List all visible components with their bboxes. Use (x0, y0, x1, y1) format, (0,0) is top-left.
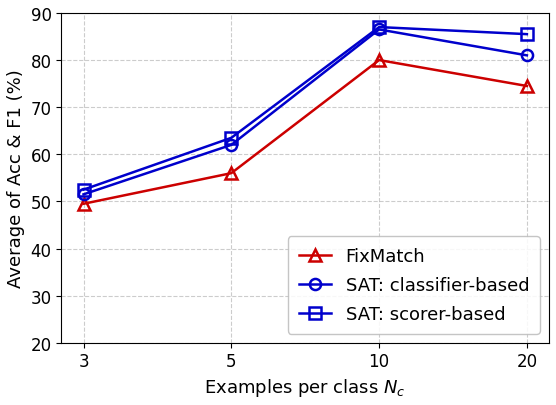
SAT: scorer-based: (2, 87): scorer-based: (2, 87) (376, 26, 383, 30)
SAT: classifier-based: (3, 81): classifier-based: (3, 81) (524, 54, 530, 59)
SAT: classifier-based: (2, 86.5): classifier-based: (2, 86.5) (376, 28, 383, 33)
FixMatch (228, 171, 235, 176)
SAT: scorer-based: (3, 85.5): scorer-based: (3, 85.5) (524, 33, 530, 38)
Line: FixMatch: FixMatch (78, 55, 533, 210)
Y-axis label: Average of Acc & F1 (%): Average of Acc & F1 (%) (7, 69, 25, 288)
SAT: scorer-based: (1, 63.5): scorer-based: (1, 63.5) (228, 136, 235, 141)
SAT: scorer-based: (0, 52.5): scorer-based: (0, 52.5) (80, 188, 87, 193)
SAT: classifier-based: (0, 51.5): classifier-based: (0, 51.5) (80, 192, 87, 197)
Line: SAT: classifier-based: SAT: classifier-based (78, 25, 533, 200)
X-axis label: Examples per class $N_c$: Examples per class $N_c$ (205, 376, 406, 398)
Legend: FixMatch, SAT: classifier-based, SAT: scorer-based: FixMatch, SAT: classifier-based, SAT: sc… (288, 237, 540, 334)
Line: SAT: scorer-based: SAT: scorer-based (78, 22, 533, 196)
FixMatch (80, 202, 87, 207)
SAT: classifier-based: (1, 62): classifier-based: (1, 62) (228, 143, 235, 148)
FixMatch (524, 84, 530, 89)
FixMatch (376, 58, 383, 63)
